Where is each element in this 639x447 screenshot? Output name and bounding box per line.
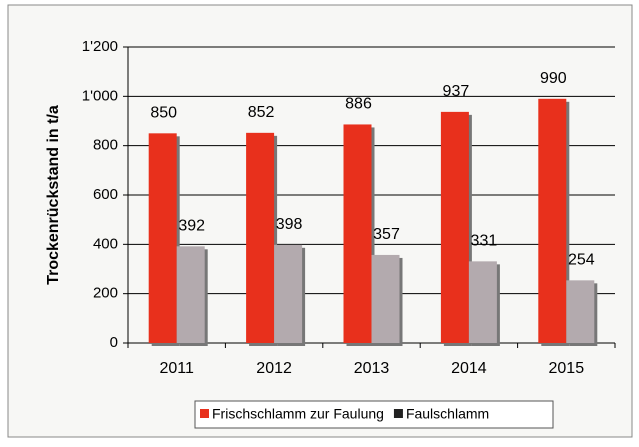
y-tick-label: 0 [110, 334, 118, 351]
legend-label: Frischschlamm zur Faulung [212, 406, 384, 422]
y-tick-label: 1'000 [82, 87, 118, 104]
y-tick-label: 1'200 [82, 38, 118, 55]
data-label: 990 [540, 70, 567, 87]
x-tick-label: 2011 [159, 360, 194, 377]
bar [468, 261, 497, 343]
chart-frame [7, 4, 633, 438]
y-tick-label: 800 [93, 137, 118, 154]
y-tick-label: 600 [93, 186, 118, 203]
data-label: 886 [345, 96, 372, 113]
x-tick-label: 2013 [354, 360, 390, 377]
bar [566, 280, 595, 343]
bar [538, 98, 567, 343]
data-label: 392 [178, 218, 205, 235]
y-axis-label: Trockenrückstand in t/a [45, 105, 62, 285]
data-label: 937 [443, 83, 470, 100]
bar [176, 246, 205, 343]
x-tick-label: 2014 [451, 360, 487, 377]
bar [274, 244, 303, 343]
legend-swatch [200, 409, 209, 418]
bar [440, 111, 469, 343]
legend-swatch [393, 409, 403, 418]
y-tick-label: 200 [93, 285, 118, 302]
data-label: 331 [471, 233, 498, 250]
data-label: 398 [276, 216, 303, 233]
data-label: 357 [373, 226, 400, 243]
y-tick-label: 400 [93, 235, 118, 252]
bar [343, 124, 372, 343]
bar [246, 132, 275, 343]
legend-label: Faulschlamm [406, 406, 489, 422]
x-tick-label: 2015 [549, 360, 585, 377]
data-label: 254 [568, 252, 595, 269]
data-label: 852 [248, 104, 275, 121]
bar [371, 254, 400, 343]
data-label: 850 [150, 105, 177, 122]
legend-box [194, 400, 554, 429]
x-tick-label: 2012 [256, 360, 292, 377]
bar [148, 133, 177, 343]
